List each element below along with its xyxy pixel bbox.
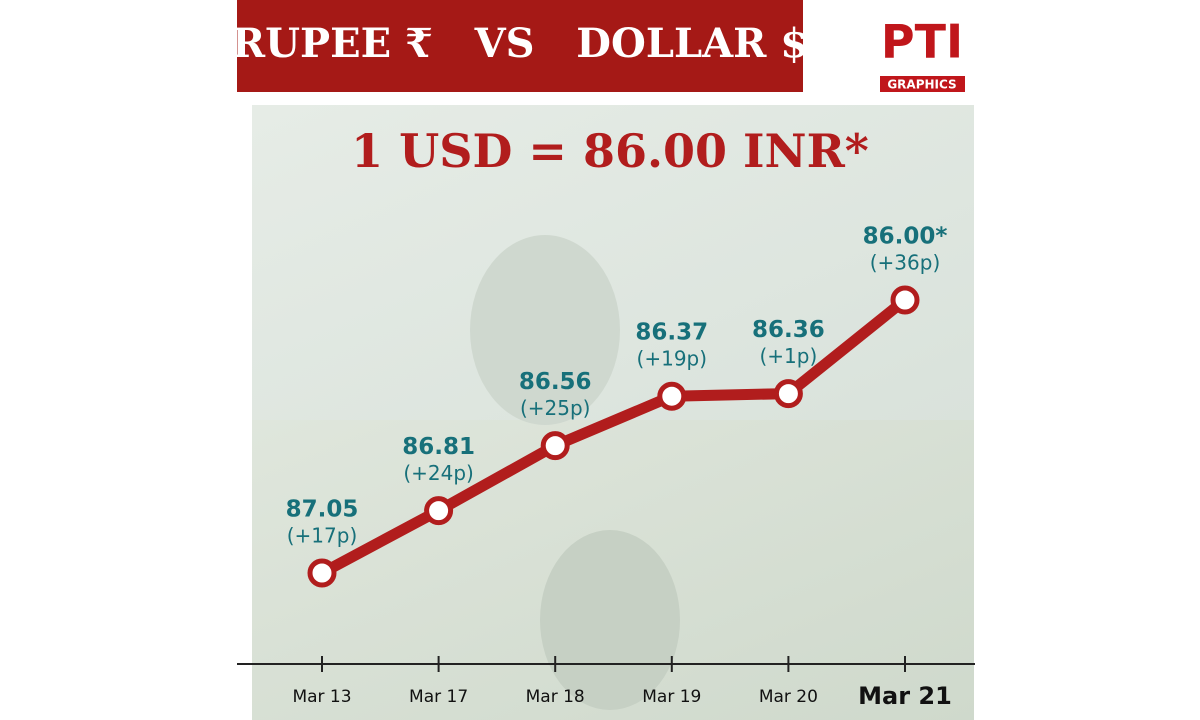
logo-caption: GRAPHICS <box>887 78 956 92</box>
point <box>657 381 687 411</box>
change-label: (+25p) <box>520 396 591 420</box>
x-tick-label: Mar 19 <box>642 687 701 707</box>
x-tick-label: Mar 18 <box>526 687 585 707</box>
value-label: 86.37 <box>635 320 708 346</box>
portrait-bg <box>470 235 620 425</box>
title-bar <box>237 0 803 92</box>
change-label: (+36p) <box>870 251 941 275</box>
line <box>319 295 909 578</box>
portrait-bg <box>540 530 680 710</box>
point <box>424 496 454 526</box>
chart-title: RUPEE ₹ VS DOLLAR $ <box>232 20 808 67</box>
x-tick-label: Mar 20 <box>759 687 818 707</box>
x-tick-label: Mar 13 <box>292 687 351 707</box>
value-label: 86.36 <box>752 317 825 343</box>
point <box>307 558 337 588</box>
change-label: (+19p) <box>637 347 708 371</box>
change-label: (+17p) <box>287 524 358 548</box>
x-tick-label: Mar 17 <box>409 687 468 707</box>
point <box>773 379 803 409</box>
value-label: 86.81 <box>402 434 475 460</box>
logo: PTI <box>881 15 963 69</box>
value-label: 86.56 <box>519 369 592 395</box>
change-label: (+24p) <box>403 461 474 485</box>
logo-caption-bg <box>880 76 965 92</box>
subtitle: 1 USD = 86.00 INR* <box>351 124 869 178</box>
x-tick-label: Mar 21 <box>858 682 952 710</box>
value-label: 87.05 <box>286 497 359 523</box>
change-label: (+1p) <box>760 344 818 368</box>
point <box>890 285 920 315</box>
point <box>540 431 570 461</box>
value-label: 86.00* <box>863 224 948 250</box>
